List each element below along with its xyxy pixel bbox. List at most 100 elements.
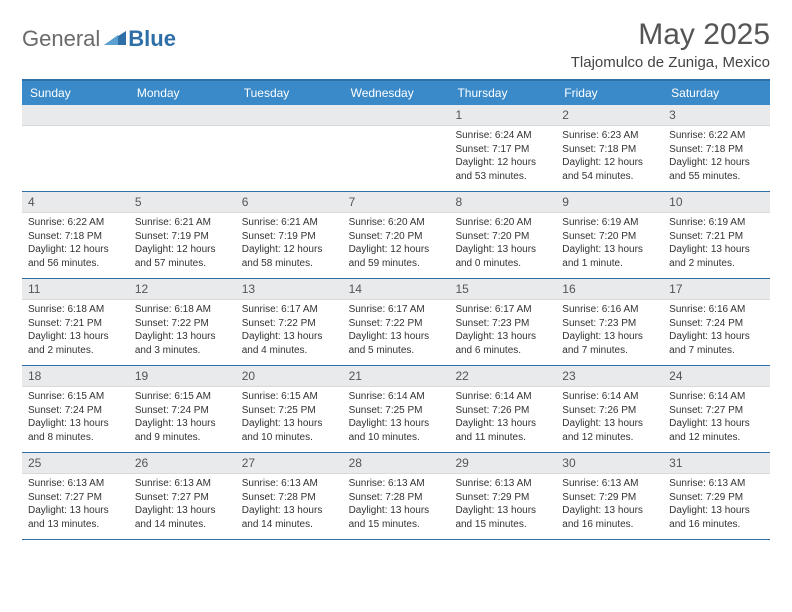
sunrise-text: Sunrise: 6:15 AM: [135, 390, 230, 404]
daylight-text: Daylight: 12 hours and 57 minutes.: [135, 243, 230, 270]
sunrise-text: Sunrise: 6:17 AM: [242, 303, 337, 317]
daylight-text: Daylight: 13 hours and 3 minutes.: [135, 330, 230, 357]
day-number: 16: [556, 279, 663, 300]
sunset-text: Sunset: 7:24 PM: [135, 404, 230, 418]
day-number: 19: [129, 366, 236, 387]
day-cell: 30 Sunrise: 6:13 AMSunset: 7:29 PMDayligh…: [556, 453, 663, 539]
day-body: Sunrise: 6:13 AMSunset: 7:29 PMDaylight:…: [663, 474, 770, 536]
sunrise-text: Sunrise: 6:19 AM: [669, 216, 764, 230]
sunrise-text: Sunrise: 6:17 AM: [349, 303, 444, 317]
sunset-text: Sunset: 7:23 PM: [562, 317, 657, 331]
daylight-text: Daylight: 13 hours and 4 minutes.: [242, 330, 337, 357]
header: General Blue May 2025 Tlajomulco de Zuni…: [22, 18, 770, 71]
sunrise-text: Sunrise: 6:24 AM: [455, 129, 550, 143]
day-header-fri: Friday: [556, 81, 663, 105]
daylight-text: Daylight: 13 hours and 8 minutes.: [28, 417, 123, 444]
sunrise-text: Sunrise: 6:13 AM: [562, 477, 657, 491]
day-cell: [129, 105, 236, 191]
day-number: [129, 105, 236, 126]
sunrise-text: Sunrise: 6:18 AM: [135, 303, 230, 317]
logo-text-general: General: [22, 26, 100, 52]
day-number: 10: [663, 192, 770, 213]
daylight-text: Daylight: 13 hours and 10 minutes.: [242, 417, 337, 444]
day-number: 4: [22, 192, 129, 213]
daylight-text: Daylight: 13 hours and 13 minutes.: [28, 504, 123, 531]
day-body: Sunrise: 6:21 AMSunset: 7:19 PMDaylight:…: [236, 213, 343, 275]
sunrise-text: Sunrise: 6:16 AM: [669, 303, 764, 317]
day-body: Sunrise: 6:15 AMSunset: 7:25 PMDaylight:…: [236, 387, 343, 449]
day-body: Sunrise: 6:19 AMSunset: 7:20 PMDaylight:…: [556, 213, 663, 275]
day-body: Sunrise: 6:24 AMSunset: 7:17 PMDaylight:…: [449, 126, 556, 188]
day-cell: 15Sunrise: 6:17 AMSunset: 7:23 PMDayligh…: [449, 279, 556, 365]
day-cell: 11Sunrise: 6:18 AMSunset: 7:21 PMDayligh…: [22, 279, 129, 365]
sunset-text: Sunset: 7:29 PM: [562, 491, 657, 505]
daylight-text: Daylight: 13 hours and 12 minutes.: [562, 417, 657, 444]
day-number: 11: [22, 279, 129, 300]
month-title: May 2025: [571, 18, 770, 52]
day-cell: [22, 105, 129, 191]
sunset-text: Sunset: 7:26 PM: [562, 404, 657, 418]
sunrise-text: Sunrise: 6:17 AM: [455, 303, 550, 317]
daylight-text: Daylight: 12 hours and 55 minutes.: [669, 156, 764, 183]
day-number: 25: [22, 453, 129, 474]
day-number: 2: [556, 105, 663, 126]
sunset-text: Sunset: 7:20 PM: [349, 230, 444, 244]
sunset-text: Sunset: 7:22 PM: [135, 317, 230, 331]
daylight-text: Daylight: 13 hours and 14 minutes.: [135, 504, 230, 531]
day-cell: 7Sunrise: 6:20 AMSunset: 7:20 PMDaylight…: [343, 192, 450, 278]
sunrise-text: Sunrise: 6:14 AM: [349, 390, 444, 404]
day-number: [343, 105, 450, 126]
daylight-text: Daylight: 13 hours and 7 minutes.: [669, 330, 764, 357]
sunrise-text: Sunrise: 6:16 AM: [562, 303, 657, 317]
day-number: 15: [449, 279, 556, 300]
day-cell: 2Sunrise: 6:23 AMSunset: 7:18 PMDaylight…: [556, 105, 663, 191]
sunrise-text: Sunrise: 6:20 AM: [349, 216, 444, 230]
day-header-sun: Sunday: [22, 81, 129, 105]
day-number: 30: [556, 453, 663, 474]
sunrise-text: Sunrise: 6:18 AM: [28, 303, 123, 317]
daylight-text: Daylight: 12 hours and 59 minutes.: [349, 243, 444, 270]
sunrise-text: Sunrise: 6:20 AM: [455, 216, 550, 230]
day-number: 5: [129, 192, 236, 213]
sunrise-text: Sunrise: 6:14 AM: [669, 390, 764, 404]
day-body: Sunrise: 6:18 AMSunset: 7:21 PMDaylight:…: [22, 300, 129, 362]
sunset-text: Sunset: 7:27 PM: [669, 404, 764, 418]
daylight-text: Daylight: 13 hours and 12 minutes.: [669, 417, 764, 444]
day-body: Sunrise: 6:17 AMSunset: 7:22 PMDaylight:…: [236, 300, 343, 362]
sunrise-text: Sunrise: 6:13 AM: [135, 477, 230, 491]
day-number: [236, 105, 343, 126]
logo-triangle-icon: [104, 29, 126, 50]
sunset-text: Sunset: 7:20 PM: [455, 230, 550, 244]
day-body: Sunrise: 6:15 AMSunset: 7:24 PMDaylight:…: [22, 387, 129, 449]
day-cell: 31Sunrise: 6:13 AMSunset: 7:29 PMDayligh…: [663, 453, 770, 539]
day-number: 26: [129, 453, 236, 474]
daylight-text: Daylight: 13 hours and 7 minutes.: [562, 330, 657, 357]
day-cell: [236, 105, 343, 191]
day-body: Sunrise: 6:13 AMSunset: 7:27 PMDaylight:…: [129, 474, 236, 536]
sunset-text: Sunset: 7:18 PM: [669, 143, 764, 157]
day-body: Sunrise: 6:13 AMSunset: 7:29 PMDaylight:…: [449, 474, 556, 536]
day-header-thu: Thursday: [449, 81, 556, 105]
day-cell: 12 Sunrise: 6:18 AMSunset: 7:22 PMDayligh…: [129, 279, 236, 365]
day-number: 13: [236, 279, 343, 300]
daylight-text: Daylight: 13 hours and 16 minutes.: [562, 504, 657, 531]
calendar: Sunday Monday Tuesday Wednesday Thursday…: [22, 79, 770, 540]
day-body: Sunrise: 6:14 AMSunset: 7:25 PMDaylight:…: [343, 387, 450, 449]
day-number: 1: [449, 105, 556, 126]
sunset-text: Sunset: 7:25 PM: [242, 404, 337, 418]
sunrise-text: Sunrise: 6:21 AM: [242, 216, 337, 230]
sunset-text: Sunset: 7:24 PM: [669, 317, 764, 331]
sunset-text: Sunset: 7:19 PM: [242, 230, 337, 244]
daylight-text: Daylight: 13 hours and 6 minutes.: [455, 330, 550, 357]
day-cell: 26Sunrise: 6:13 AMSunset: 7:27 PMDayligh…: [129, 453, 236, 539]
day-number: 6: [236, 192, 343, 213]
day-cell: 28Sunrise: 6:13 AMSunset: 7:28 PMDayligh…: [343, 453, 450, 539]
sunrise-text: Sunrise: 6:15 AM: [28, 390, 123, 404]
day-body: Sunrise: 6:20 AMSunset: 7:20 PMDaylight:…: [343, 213, 450, 275]
sunset-text: Sunset: 7:29 PM: [455, 491, 550, 505]
day-body: Sunrise: 6:17 AMSunset: 7:22 PMDaylight:…: [343, 300, 450, 362]
daylight-text: Daylight: 13 hours and 2 minutes.: [669, 243, 764, 270]
day-cell: 6Sunrise: 6:21 AMSunset: 7:19 PMDaylight…: [236, 192, 343, 278]
day-number: 12: [129, 279, 236, 300]
day-number: 31: [663, 453, 770, 474]
